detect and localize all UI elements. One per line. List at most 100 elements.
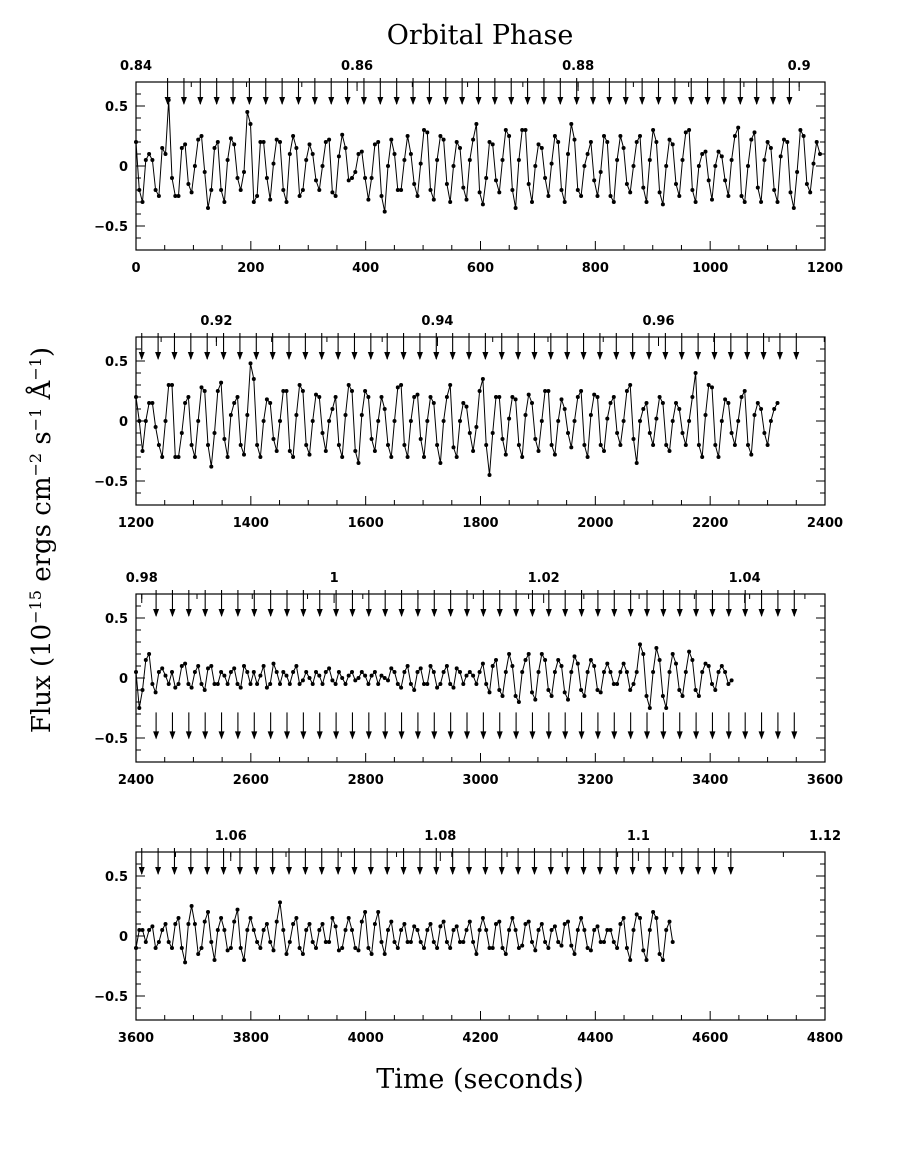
pulse-arrow-top-head <box>727 352 734 360</box>
data-point <box>559 188 564 192</box>
pulse-arrow-top-head <box>727 867 734 875</box>
data-point <box>494 178 498 183</box>
pulse-arrow-top-head <box>508 97 515 105</box>
data-point <box>582 443 587 447</box>
data-point <box>520 670 525 674</box>
data-point <box>209 664 214 668</box>
data-point <box>454 666 459 671</box>
data-point <box>523 658 528 662</box>
data-point <box>251 670 256 674</box>
data-point <box>513 397 518 402</box>
data-point <box>791 206 796 210</box>
pulse-arrow-top-head <box>400 352 407 360</box>
data-point <box>304 670 309 674</box>
data-point <box>232 142 237 147</box>
data-point <box>566 431 570 435</box>
data-point <box>579 916 584 920</box>
data-point <box>248 361 253 366</box>
data-point <box>173 194 178 198</box>
data-point <box>539 146 544 150</box>
data-point <box>304 158 309 162</box>
data-point <box>202 389 207 393</box>
data-point <box>150 158 155 162</box>
data-point <box>549 928 554 932</box>
data-point <box>454 140 459 144</box>
data-point <box>647 431 652 435</box>
pulse-arrow-top-head <box>466 352 473 360</box>
pulse-arrow-top-head <box>187 867 194 875</box>
data-point <box>444 395 449 399</box>
pulse-arrow-bottom-head <box>791 731 798 740</box>
data-point <box>608 194 613 198</box>
data-point <box>317 928 322 932</box>
data-point <box>752 130 757 135</box>
data-point <box>297 946 302 950</box>
pulse-arrow-top-head <box>220 352 227 360</box>
data-point <box>575 661 580 666</box>
y-tick-label: −0.5 <box>94 220 128 235</box>
data-point <box>494 658 498 662</box>
pulse-arrow-top-head <box>344 97 351 105</box>
data-point <box>484 928 489 932</box>
data-point <box>585 455 590 459</box>
data-point <box>173 685 178 690</box>
data-point <box>477 670 482 674</box>
pulse-arrow-top-head <box>295 97 302 105</box>
data-point <box>647 928 652 932</box>
data-point <box>392 670 397 674</box>
data-point <box>425 928 430 932</box>
data-point <box>503 452 508 457</box>
data-point <box>376 910 381 914</box>
data-point <box>251 377 256 381</box>
data-point <box>683 670 688 674</box>
data-point <box>759 200 764 204</box>
data-point <box>716 670 721 674</box>
pulse-arrow-top-head <box>351 867 358 875</box>
pulse-arrow-top-head <box>382 609 389 617</box>
x-tick-label: 200 <box>237 261 264 276</box>
data-point <box>693 371 698 375</box>
pulse-arrow-top-head <box>398 609 405 617</box>
data-point <box>480 916 485 920</box>
data-point <box>572 952 577 956</box>
data-point <box>412 688 417 692</box>
phase-tick-label: 0.94 <box>421 314 453 329</box>
data-point <box>772 407 777 411</box>
data-point <box>628 190 633 195</box>
pulse-arrow-bottom-head <box>300 731 307 740</box>
pulse-arrow-top-head <box>431 609 438 617</box>
data-point <box>320 164 325 168</box>
data-point <box>366 682 371 686</box>
data-point <box>638 419 642 423</box>
data-point <box>353 946 358 950</box>
data-point <box>412 924 417 929</box>
y-label-end: ) <box>27 347 57 357</box>
pulse-arrow-bottom-head <box>693 731 700 740</box>
data-point <box>422 682 426 686</box>
data-point <box>261 419 266 423</box>
pulse-arrow-top-head <box>655 97 662 105</box>
data-point <box>258 946 263 950</box>
data-point <box>746 443 750 447</box>
data-point <box>556 658 561 662</box>
data-point <box>530 200 534 204</box>
data-point <box>206 206 210 210</box>
data-point <box>379 673 384 678</box>
pulse-arrow-top-head <box>433 352 440 360</box>
data-point <box>755 401 760 405</box>
data-point <box>206 666 210 671</box>
data-point <box>264 176 269 180</box>
data-point <box>690 395 695 399</box>
data-point <box>179 946 184 950</box>
data-point <box>143 940 148 944</box>
data-point <box>160 455 165 459</box>
pulse-arrow-bottom-head <box>529 731 536 740</box>
data-point <box>464 673 469 678</box>
pulse-arrow-top-head <box>335 867 342 875</box>
y-label-main: Flux (10 <box>27 624 57 733</box>
pulse-arrow-bottom-head <box>382 731 389 740</box>
pulse-arrow-top-head <box>644 609 651 617</box>
data-point <box>628 688 633 692</box>
data-point <box>552 452 557 457</box>
data-point <box>782 137 786 142</box>
